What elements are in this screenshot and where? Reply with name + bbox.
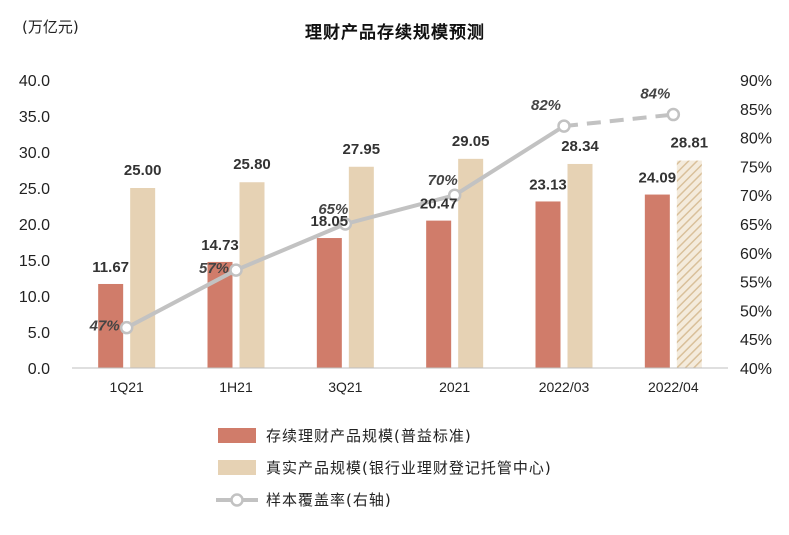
y2-tick-label: 50% <box>740 303 772 320</box>
bar-real-scale <box>567 163 593 368</box>
bar-stock-scale <box>316 238 342 368</box>
y2-tick-label: 70% <box>740 188 772 205</box>
data-label-real-scale: 28.34 <box>561 138 599 155</box>
bar-stock-scale <box>644 194 670 368</box>
y-axis-unit-label: (万亿元) <box>22 18 79 36</box>
coverage-line-layer <box>119 107 681 335</box>
coverage-point <box>666 107 681 122</box>
bar-stock-scale <box>426 220 452 368</box>
data-label-real-scale: 28.81 <box>671 135 709 152</box>
axes-layer: 0.0 5.0 10.0 15.0 20.0 25.0 30.0 35.0 40.0 40% 45%… <box>19 73 772 395</box>
x-tick-label: 1Q21 <box>110 379 144 395</box>
x-tick-label: 2021 <box>439 379 470 395</box>
data-label-stock-scale: 14.73 <box>201 237 239 254</box>
legend-label-real-scale: 真实产品规模(银行业理财登记托管中心) <box>266 459 552 477</box>
y-tick-label: 30.0 <box>19 145 50 162</box>
coverage-point <box>338 217 353 231</box>
y2-tick-label: 90% <box>740 73 772 90</box>
y2-tick-label: 80% <box>740 131 772 148</box>
x-tick-label: 1H21 <box>219 379 253 395</box>
data-label-stock-scale: 18.05 <box>311 213 349 230</box>
coverage-line-forecast <box>563 112 674 129</box>
y2-tick-label: 45% <box>740 332 772 349</box>
legend-label-coverage: 样本覆盖率(右轴) <box>266 491 392 509</box>
data-label-real-scale: 25.80 <box>233 156 271 173</box>
y-tick-label: 40.0 <box>19 73 50 90</box>
bar-real-scale <box>348 166 374 368</box>
bars-layer <box>98 158 702 368</box>
y2-tick-label: 40% <box>740 361 772 378</box>
coverage-label: 82% <box>531 97 561 114</box>
data-label-stock-scale: 23.13 <box>529 176 567 193</box>
legend-swatch-real-scale <box>218 460 256 475</box>
legend-swatch-stock-scale <box>218 428 256 443</box>
data-label-stock-scale: 11.67 <box>92 259 129 276</box>
bar-stock-scale <box>535 201 561 368</box>
chart-title: 理财产品存续规模预测 <box>305 22 485 43</box>
bar-real-scale <box>458 158 484 368</box>
coverage-point <box>557 119 571 133</box>
coverage-label: 84% <box>640 86 670 103</box>
data-label-real-scale: 25.00 <box>124 162 162 179</box>
y2-tick-label: 55% <box>740 275 772 292</box>
y-tick-label: 15.0 <box>19 253 50 270</box>
y2-tick-label: 75% <box>740 159 772 176</box>
coverage-point <box>229 263 243 277</box>
legend-swatch-coverage-point <box>230 493 244 507</box>
coverage-label: 47% <box>89 318 120 335</box>
data-label-stock-scale: 20.47 <box>420 196 458 213</box>
y-tick-label: 20.0 <box>19 217 50 234</box>
data-label-stock-scale: 24.09 <box>639 170 677 187</box>
coverage-point <box>447 188 462 202</box>
y-tick-label: 5.0 <box>28 325 50 342</box>
y2-tick-label: 85% <box>740 102 772 119</box>
y-tick-label: 0.0 <box>28 361 50 378</box>
bar-real-scale <box>239 182 265 368</box>
bar-stock-scale <box>98 283 124 368</box>
coverage-label: 65% <box>318 201 348 218</box>
y-tick-label: 25.0 <box>19 181 50 198</box>
x-tick-label: 2022/04 <box>648 379 699 395</box>
x-tick-label: 2022/03 <box>539 379 590 395</box>
x-tick-label: 3Q21 <box>328 379 362 395</box>
legend: 存续理财产品规模(普益标准) 真实产品规模(银行业理财登记托管中心) 样本覆盖率(右… <box>216 427 552 509</box>
data-labels-layer: 11.67 25.00 14.73 25.80 18.05 27.95 20.47 29.05… <box>89 86 708 335</box>
y-tick-label: 10.0 <box>19 289 50 306</box>
data-label-real-scale: 29.05 <box>452 133 490 150</box>
bar-real-scale-forecast <box>676 160 702 368</box>
data-label-real-scale: 27.95 <box>343 141 381 158</box>
coverage-point <box>119 320 134 335</box>
y2-tick-label: 60% <box>740 246 772 263</box>
y2-tick-label: 65% <box>740 217 772 234</box>
bar-real-scale <box>130 188 156 368</box>
legend-label-stock-scale: 存续理财产品规模(普益标准) <box>266 427 472 445</box>
y-tick-label: 35.0 <box>19 109 50 126</box>
coverage-label: 57% <box>199 260 229 277</box>
coverage-label: 70% <box>428 172 458 189</box>
